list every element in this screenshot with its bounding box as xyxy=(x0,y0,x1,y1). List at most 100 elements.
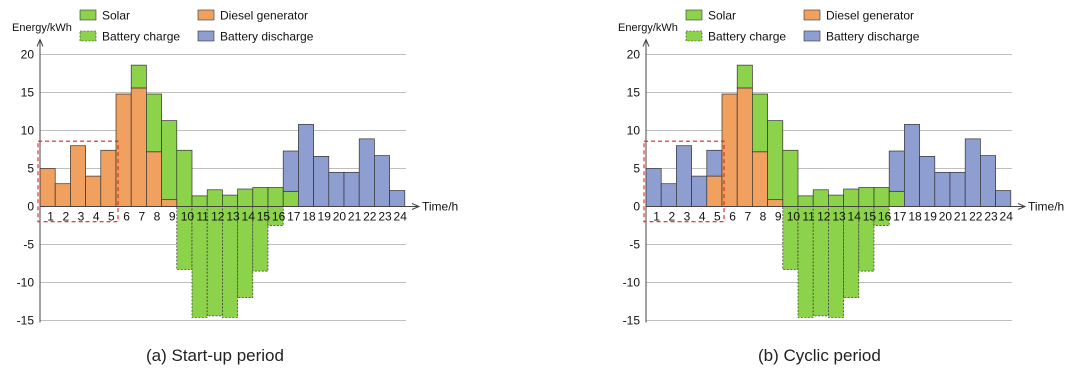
x-tick-label: 5 xyxy=(108,210,115,224)
x-tick-label: 11 xyxy=(802,210,815,224)
legend-label-battery-charge: Battery charge xyxy=(708,30,786,44)
y-tick-label: -15 xyxy=(17,314,35,328)
x-tick-label: 13 xyxy=(832,210,846,224)
x-tick-label: 14 xyxy=(848,210,862,224)
bar-diesel-generator xyxy=(70,145,86,207)
x-tick-label: 12 xyxy=(211,210,225,224)
highlight-box xyxy=(643,140,725,223)
bar-diesel-generator xyxy=(752,151,768,207)
bar-battery-discharge xyxy=(949,171,966,207)
legend-label-battery-charge: Battery charge xyxy=(102,30,180,44)
x-tick-label: 4 xyxy=(93,210,100,224)
y-axis-arrow xyxy=(642,38,650,47)
x-tick-label: 6 xyxy=(729,210,736,224)
legend-label-diesel: Diesel generator xyxy=(826,9,914,23)
bar-solar xyxy=(252,187,269,207)
x-tick-label: 18 xyxy=(302,210,316,224)
y-tick-label: 10 xyxy=(627,124,641,138)
x-tick-label: 24 xyxy=(1000,210,1014,224)
bar-battery-discharge xyxy=(934,171,951,207)
y-axis-label: Energy/kWh xyxy=(618,22,678,34)
chart-panel-startup: Solar Battery charge Diesel generator Batte… xyxy=(0,0,520,374)
x-tick-label: 6 xyxy=(123,210,130,224)
x-tick-label: 11 xyxy=(196,210,209,224)
bar-solar xyxy=(176,149,193,207)
bar-solar xyxy=(237,188,254,207)
x-tick-label: 8 xyxy=(760,210,767,224)
y-tick-label: 15 xyxy=(21,86,35,100)
y-tick-label: -10 xyxy=(17,276,35,290)
bar-diesel-generator xyxy=(146,151,162,207)
bar-battery-discharge xyxy=(389,190,406,207)
bar-diesel-generator xyxy=(39,168,56,207)
x-tick-label: 18 xyxy=(908,210,922,224)
x-tick-label: 5 xyxy=(714,210,721,224)
legend-swatch-battery-discharge xyxy=(197,30,215,42)
bar-solar xyxy=(843,188,860,207)
x-tick-label: 10 xyxy=(181,210,195,224)
x-tick-label: 3 xyxy=(684,210,691,224)
x-tick-label: 13 xyxy=(226,210,240,224)
x-tick-label: 22 xyxy=(363,210,377,224)
bar-solar xyxy=(161,120,178,201)
bar-solar xyxy=(267,187,284,207)
y-tick-label: 15 xyxy=(627,86,641,100)
x-tick-label: 1 xyxy=(47,210,54,224)
x-tick-label: 4 xyxy=(699,210,706,224)
bar-solar xyxy=(858,187,875,207)
bar-battery-discharge xyxy=(691,175,708,207)
bar-solar xyxy=(828,194,844,207)
x-tick-label: 7 xyxy=(138,210,145,224)
x-tick-label: 21 xyxy=(954,210,968,224)
x-tick-label: 12 xyxy=(817,210,831,224)
x-tick-label: 9 xyxy=(775,210,782,224)
highlight-box xyxy=(37,140,119,223)
x-tick-label: 24 xyxy=(394,210,408,224)
y-tick-label: 5 xyxy=(27,162,34,176)
x-tick-label: 16 xyxy=(878,210,892,224)
legend-label-battery-discharge: Battery discharge xyxy=(220,30,314,44)
x-tick-label: 23 xyxy=(984,210,998,224)
x-tick-label: 17 xyxy=(893,210,907,224)
bar-battery-discharge xyxy=(313,155,330,207)
startup-period-chart: Solar Battery charge Diesel generator Batte… xyxy=(12,9,458,328)
chart-caption: (a) Start-up period xyxy=(146,346,284,365)
legend-label-solar: Solar xyxy=(102,9,130,23)
y-tick-label: -10 xyxy=(623,276,641,290)
bar-solar xyxy=(191,195,208,207)
legend-swatch-battery-charge xyxy=(79,30,97,42)
bar-battery-discharge xyxy=(676,145,692,207)
bar-battery-discharge xyxy=(660,183,677,207)
x-tick-label: 21 xyxy=(348,210,362,224)
legend-label-diesel: Diesel generator xyxy=(220,9,308,23)
y-tick-label: 5 xyxy=(633,162,640,176)
y-axis-label: Energy/kWh xyxy=(12,22,72,34)
bar-solar xyxy=(752,93,768,153)
x-tick-label: 10 xyxy=(787,210,801,224)
y-tick-label: 20 xyxy=(21,48,35,62)
bar-solar xyxy=(812,189,829,207)
legend-label-solar: Solar xyxy=(708,9,736,23)
y-tick-label: -15 xyxy=(623,314,641,328)
legend-swatch-diesel xyxy=(197,9,215,21)
bar-diesel-generator xyxy=(736,87,753,207)
bar-diesel-generator xyxy=(100,149,117,207)
chart-panel-cyclic: Solar Battery charge Diesel generator Batte… xyxy=(606,0,1069,374)
x-tick-label: 19 xyxy=(924,210,938,224)
bar-solar xyxy=(888,190,905,207)
bar-solar xyxy=(767,120,784,201)
y-tick-label: 0 xyxy=(27,200,34,214)
bar-solar xyxy=(873,187,890,207)
bar-battery-discharge xyxy=(358,138,375,207)
x-tick-label: 2 xyxy=(62,210,69,224)
x-tick-label: 2 xyxy=(668,210,675,224)
bar-battery-discharge xyxy=(964,138,981,207)
y-tick-label: -5 xyxy=(629,238,640,252)
bar-solar xyxy=(222,194,238,207)
x-tick-label: 9 xyxy=(169,210,176,224)
x-tick-label: 20 xyxy=(939,210,953,224)
y-tick-label: -5 xyxy=(23,238,34,252)
legend-swatch-diesel xyxy=(803,9,821,21)
y-axis-arrow xyxy=(36,38,44,47)
bar-battery-discharge xyxy=(328,171,345,207)
